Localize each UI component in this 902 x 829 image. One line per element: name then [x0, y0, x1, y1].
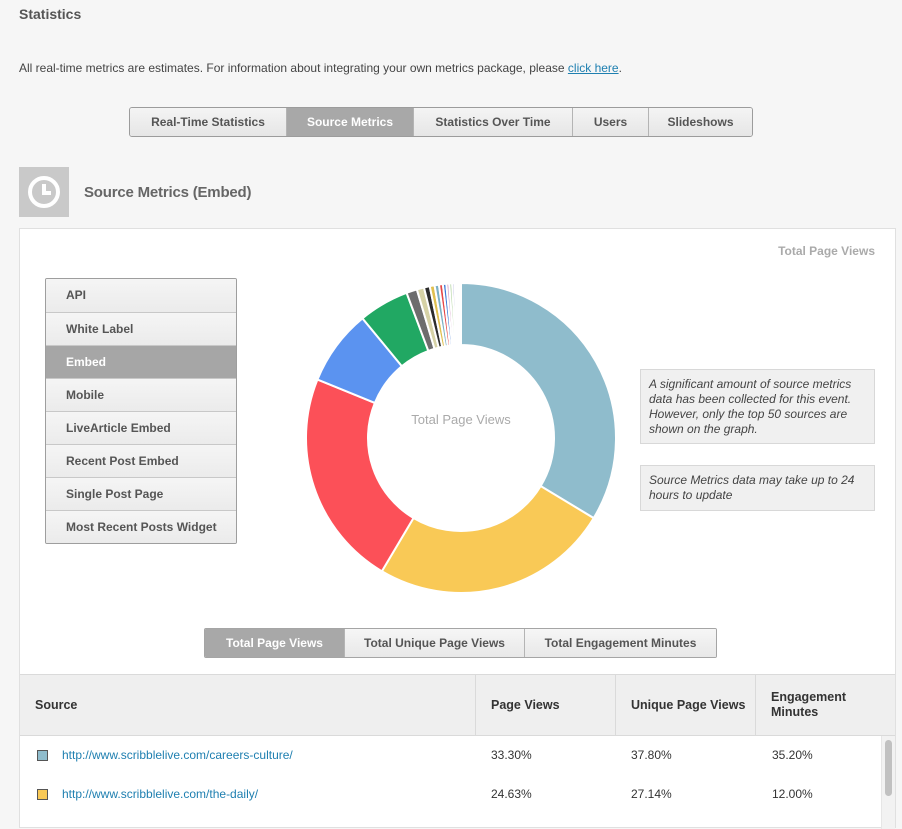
- metric-tabs: Total Page Views Total Unique Page Views…: [204, 628, 717, 658]
- menu-item-most-recent-posts-widget[interactable]: Most Recent Posts Widget: [46, 510, 236, 543]
- info-end: .: [618, 61, 622, 75]
- tab-total-unique-page-views[interactable]: Total Unique Page Views: [344, 629, 524, 657]
- unique-page-views-value: 37.80%: [631, 748, 672, 762]
- source-link[interactable]: http://www.scribblelive.com/careers-cult…: [62, 748, 293, 762]
- section-icon: [19, 167, 69, 217]
- column-unique-page-views[interactable]: Unique Page Views: [615, 675, 755, 735]
- chart-center-label: Total Page Views: [411, 412, 511, 427]
- table-scrollbar[interactable]: [881, 736, 895, 829]
- clock-icon: [28, 176, 60, 208]
- menu-item-livearticle-embed[interactable]: LiveArticle Embed: [46, 411, 236, 444]
- table-row: http://www.scribblelive.com/the-daily/ 2…: [20, 775, 880, 813]
- statistics-tabbar: Real-Time Statistics Source Metrics Stat…: [129, 107, 753, 137]
- note-top-50: A significant amount of source metrics d…: [640, 369, 875, 444]
- tab-source-metrics[interactable]: Source Metrics: [286, 108, 413, 136]
- note-update-delay: Source Metrics data may take up to 24 ho…: [640, 465, 875, 511]
- column-engagement-minutes[interactable]: Engagement Minutes: [755, 675, 895, 735]
- tab-statistics-over-time[interactable]: Statistics Over Time: [413, 108, 572, 136]
- menu-item-single-post-page[interactable]: Single Post Page: [46, 477, 236, 510]
- menu-item-mobile[interactable]: Mobile: [46, 378, 236, 411]
- tab-total-engagement-minutes[interactable]: Total Engagement Minutes: [524, 629, 716, 657]
- donut-chart: Total Page Views: [305, 281, 617, 594]
- info-line: All real-time metrics are estimates. For…: [19, 61, 622, 75]
- tab-users[interactable]: Users: [572, 108, 648, 136]
- row-color-swatch: [37, 789, 48, 800]
- info-text: All real-time metrics are estimates. For…: [19, 61, 568, 75]
- menu-item-white-label[interactable]: White Label: [46, 312, 236, 345]
- donut-slice-1[interactable]: [460, 281, 617, 520]
- donut-slice-19[interactable]: [459, 281, 462, 347]
- menu-item-recent-post-embed[interactable]: Recent Post Embed: [46, 444, 236, 477]
- donut-slice-3[interactable]: [305, 378, 415, 573]
- tab-slideshows[interactable]: Slideshows: [648, 108, 752, 136]
- column-page-views[interactable]: Page Views: [475, 675, 615, 735]
- section-title: Source Metrics (Embed): [84, 184, 252, 201]
- engagement-minutes-value: 12.00%: [772, 787, 813, 801]
- page-views-value: 33.30%: [491, 748, 532, 762]
- tab-real-time-statistics[interactable]: Real-Time Statistics: [130, 108, 286, 136]
- donut-slice-2[interactable]: [380, 484, 596, 594]
- tab-total-page-views[interactable]: Total Page Views: [205, 629, 344, 657]
- metrics-panel: Total Page Views API White Label Embed M…: [19, 228, 896, 829]
- click-here-link[interactable]: click here: [567, 61, 619, 75]
- unique-page-views-value: 27.14%: [631, 787, 672, 801]
- engagement-minutes-value: 35.20%: [772, 748, 813, 762]
- table-header: Source Page Views Unique Page Views Enga…: [20, 674, 895, 736]
- column-source[interactable]: Source: [35, 697, 78, 712]
- menu-item-api[interactable]: API: [46, 279, 236, 312]
- source-link[interactable]: http://www.scribblelive.com/the-daily/: [62, 787, 259, 801]
- menu-item-embed[interactable]: Embed: [46, 345, 236, 378]
- scrollbar-thumb[interactable]: [885, 740, 892, 796]
- chart-caption: Total Page Views: [778, 244, 875, 258]
- row-color-swatch: [37, 750, 48, 761]
- page-title: Statistics: [19, 6, 82, 22]
- table-row: http://www.scribblelive.com/careers-cult…: [20, 736, 880, 774]
- source-type-menu: API White Label Embed Mobile LiveArticle…: [45, 278, 237, 544]
- page-views-value: 24.63%: [491, 787, 532, 801]
